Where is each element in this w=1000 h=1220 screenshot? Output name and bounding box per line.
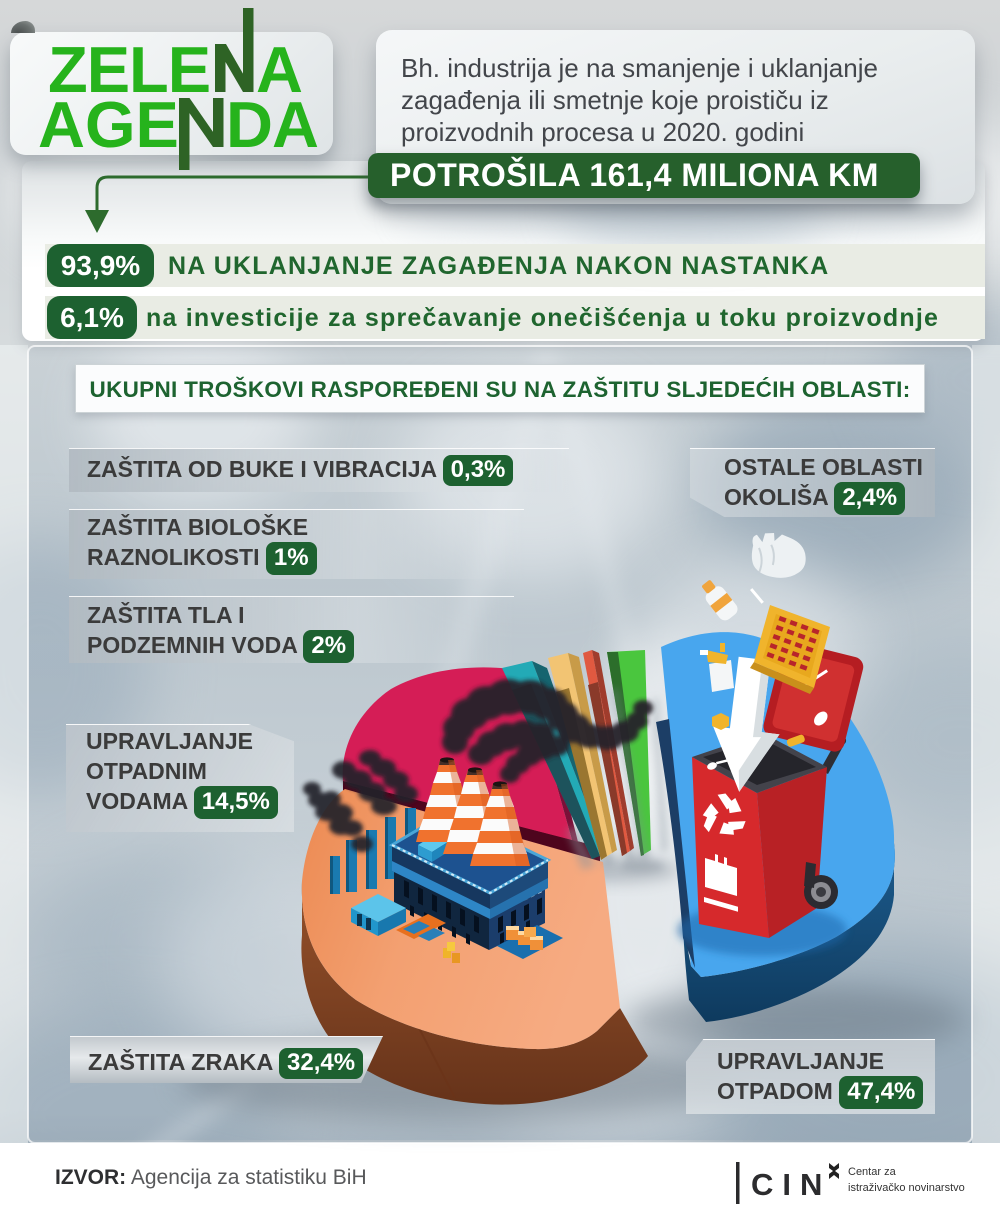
svg-text:ZELE: ZELE bbox=[48, 33, 210, 106]
svg-text:Centar za: Centar za bbox=[848, 1166, 897, 1178]
svg-text:istraživačko novinarstvo: istraživačko novinarstvo bbox=[848, 1182, 965, 1194]
svg-text:CIN: CIN bbox=[751, 1167, 831, 1202]
svg-text:DA: DA bbox=[226, 88, 318, 161]
svg-text:AGE: AGE bbox=[38, 88, 179, 161]
svg-text:A: A bbox=[256, 33, 303, 106]
